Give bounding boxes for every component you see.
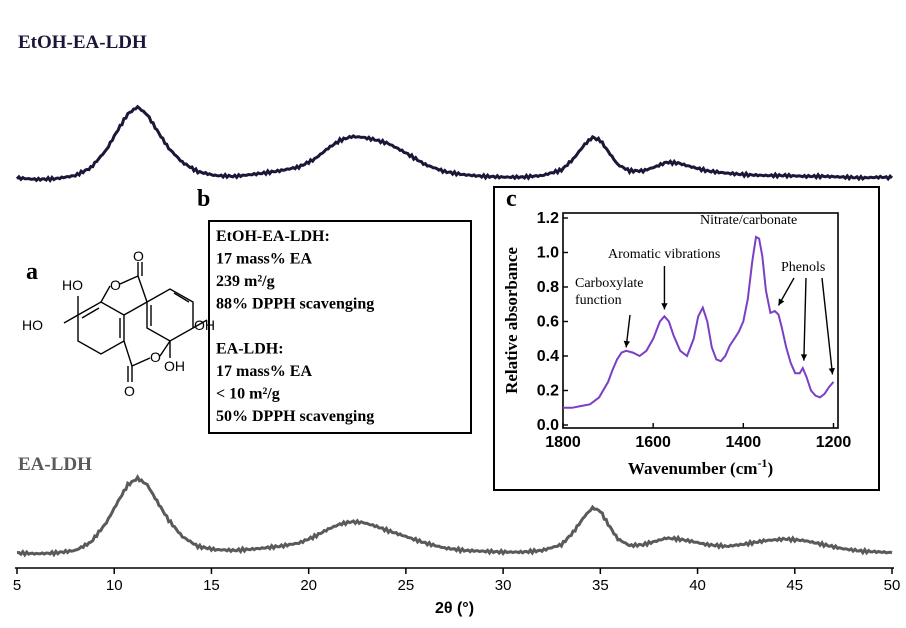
mol-label-ho-top: HO (62, 277, 83, 293)
mol-label-o-carbonyl-top: O (133, 248, 144, 264)
inset-frame (493, 186, 880, 491)
mol-label-oh-right: OH (194, 317, 215, 333)
annotation-carboxylate: function (575, 293, 622, 308)
series-label-etoh-ea-ldh: EtOH-EA-LDH (18, 32, 147, 53)
annotation-arrowhead (661, 303, 668, 310)
bond (123, 301, 148, 316)
bond (100, 285, 111, 303)
infobox-frame (208, 220, 472, 434)
ir-y-axis-title: Relative absorbance (502, 247, 521, 394)
ir-x-tick-label: 1800 (545, 434, 581, 451)
xrd-x-tick-label: 15 (203, 577, 220, 594)
annotation-arrow (803, 277, 807, 361)
ir-x-axis-title-suffix: ) (767, 459, 773, 478)
left-ring-double-bond (81, 307, 100, 319)
mol-label-oh-bottom: OH (164, 358, 185, 374)
panel-label-b: b (197, 186, 210, 212)
bond (119, 275, 139, 285)
infobox-line: 50% DPPH scavenging (216, 408, 374, 425)
ir-x-axis-title: Wavenumber (cm-1) (628, 456, 773, 478)
panel-label-c: c (506, 186, 517, 212)
ir-y-tick-label: 1.0 (537, 245, 559, 262)
right-ring (146, 288, 194, 342)
bond (123, 340, 133, 367)
infobox-line: 239 m²/g (216, 273, 275, 290)
mol-label-ho-left: HO (22, 317, 43, 333)
ir-plot: 1800 1600 1400 1200 0.0 0.2 0.4 0.6 0.8 1.0 1.2 W… (502, 210, 851, 478)
ir-x-axis-title-main: Wavenumber (cm (628, 459, 758, 478)
infobox-line: EA-LDH: (216, 341, 284, 358)
annotation-arrowhead (800, 354, 808, 361)
mol-label-o-ring-bottom: O (150, 349, 161, 365)
series-line-ea-ldh (16, 474, 893, 558)
ir-y-ticks: 0.0 0.2 0.4 0.6 0.8 1.0 1.2 (537, 210, 568, 434)
xrd-x-tick-label: 50 (884, 577, 901, 594)
annotation-arrowhead (623, 340, 631, 348)
ir-y-tick-label: 0.6 (537, 314, 559, 331)
annotation-arrow (821, 277, 834, 375)
infobox-line: 88% DPPH scavenging (216, 296, 374, 313)
molecule-labels: HO HO OH OH O O O O (22, 248, 215, 399)
xrd-plot: 5 10 15 20 25 30 35 40 45 50 2θ (°) EtOH-EA-LDH E… (13, 32, 901, 617)
annotation-arrowhead (828, 367, 835, 375)
mol-label-o-ring-top: O (110, 277, 121, 293)
infobox: EtOH-EA-LDH: 17 mass% EA 239 m²/g 88% DPPH … (216, 228, 374, 425)
right-ring-double-bond (173, 292, 190, 303)
xrd-x-tick-label: 30 (495, 577, 512, 594)
xrd-x-tick-label: 35 (592, 577, 609, 594)
infobox-line: 17 mass% EA (216, 251, 312, 268)
ir-y-tick-label: 0.8 (537, 279, 559, 296)
xrd-x-tick-label: 25 (398, 577, 415, 594)
ir-x-axis-title-sup: -1 (757, 456, 767, 470)
bond (159, 340, 171, 357)
annotation-carboxylate: Carboxylate (575, 276, 643, 291)
annotation-nitrate: Nitrate/carbonate (700, 213, 797, 228)
bond (137, 275, 148, 303)
series-label-ea-ldh: EA-LDH (18, 454, 92, 475)
ir-y-tick-label: 0.0 (537, 417, 559, 434)
ir-x-tick-label: 1200 (816, 434, 852, 451)
infobox-line: EtOH-EA-LDH: (216, 228, 330, 245)
ir-plot-frame (562, 212, 839, 429)
xrd-x-tick-label: 40 (689, 577, 706, 594)
annotation-arrowhead (778, 298, 785, 306)
ir-x-ticks: 1800 1600 1400 1200 (545, 423, 851, 451)
panel-label-a: a (26, 259, 38, 285)
infobox-line: 17 mass% EA (216, 363, 312, 380)
annotation-aromatic: Aromatic vibrations (608, 247, 720, 262)
ir-x-tick-label: 1600 (635, 434, 671, 451)
ellagic-acid-structure (63, 262, 208, 382)
xrd-x-tick-label: 45 (786, 577, 803, 594)
xrd-x-tick-label: 10 (106, 577, 123, 594)
ir-x-tick-label: 1400 (726, 434, 762, 451)
ir-y-tick-label: 0.4 (537, 348, 559, 365)
series-line-etoh-ea-ldh (15, 104, 894, 184)
xrd-x-ticks: 5 10 15 20 25 30 35 40 45 50 (13, 568, 901, 594)
ir-annotations: Carboxylate function Aromatic vibrations Ni… (575, 213, 835, 375)
annotation-phenols: Phenols (781, 260, 825, 275)
bond (63, 314, 79, 324)
mol-label-o-carbonyl-bottom: O (124, 383, 135, 399)
infobox-line: < 10 m²/g (216, 386, 280, 403)
xrd-x-axis-title: 2θ (°) (435, 600, 474, 617)
ir-y-tick-label: 1.2 (537, 210, 559, 227)
bond (192, 319, 208, 329)
bond (131, 357, 151, 367)
xrd-x-tick-label: 5 (13, 577, 21, 594)
ir-y-tick-label: 0.2 (537, 383, 559, 400)
left-ring (77, 301, 125, 355)
series-line-ir (563, 235, 835, 409)
xrd-x-tick-label: 20 (300, 577, 317, 594)
